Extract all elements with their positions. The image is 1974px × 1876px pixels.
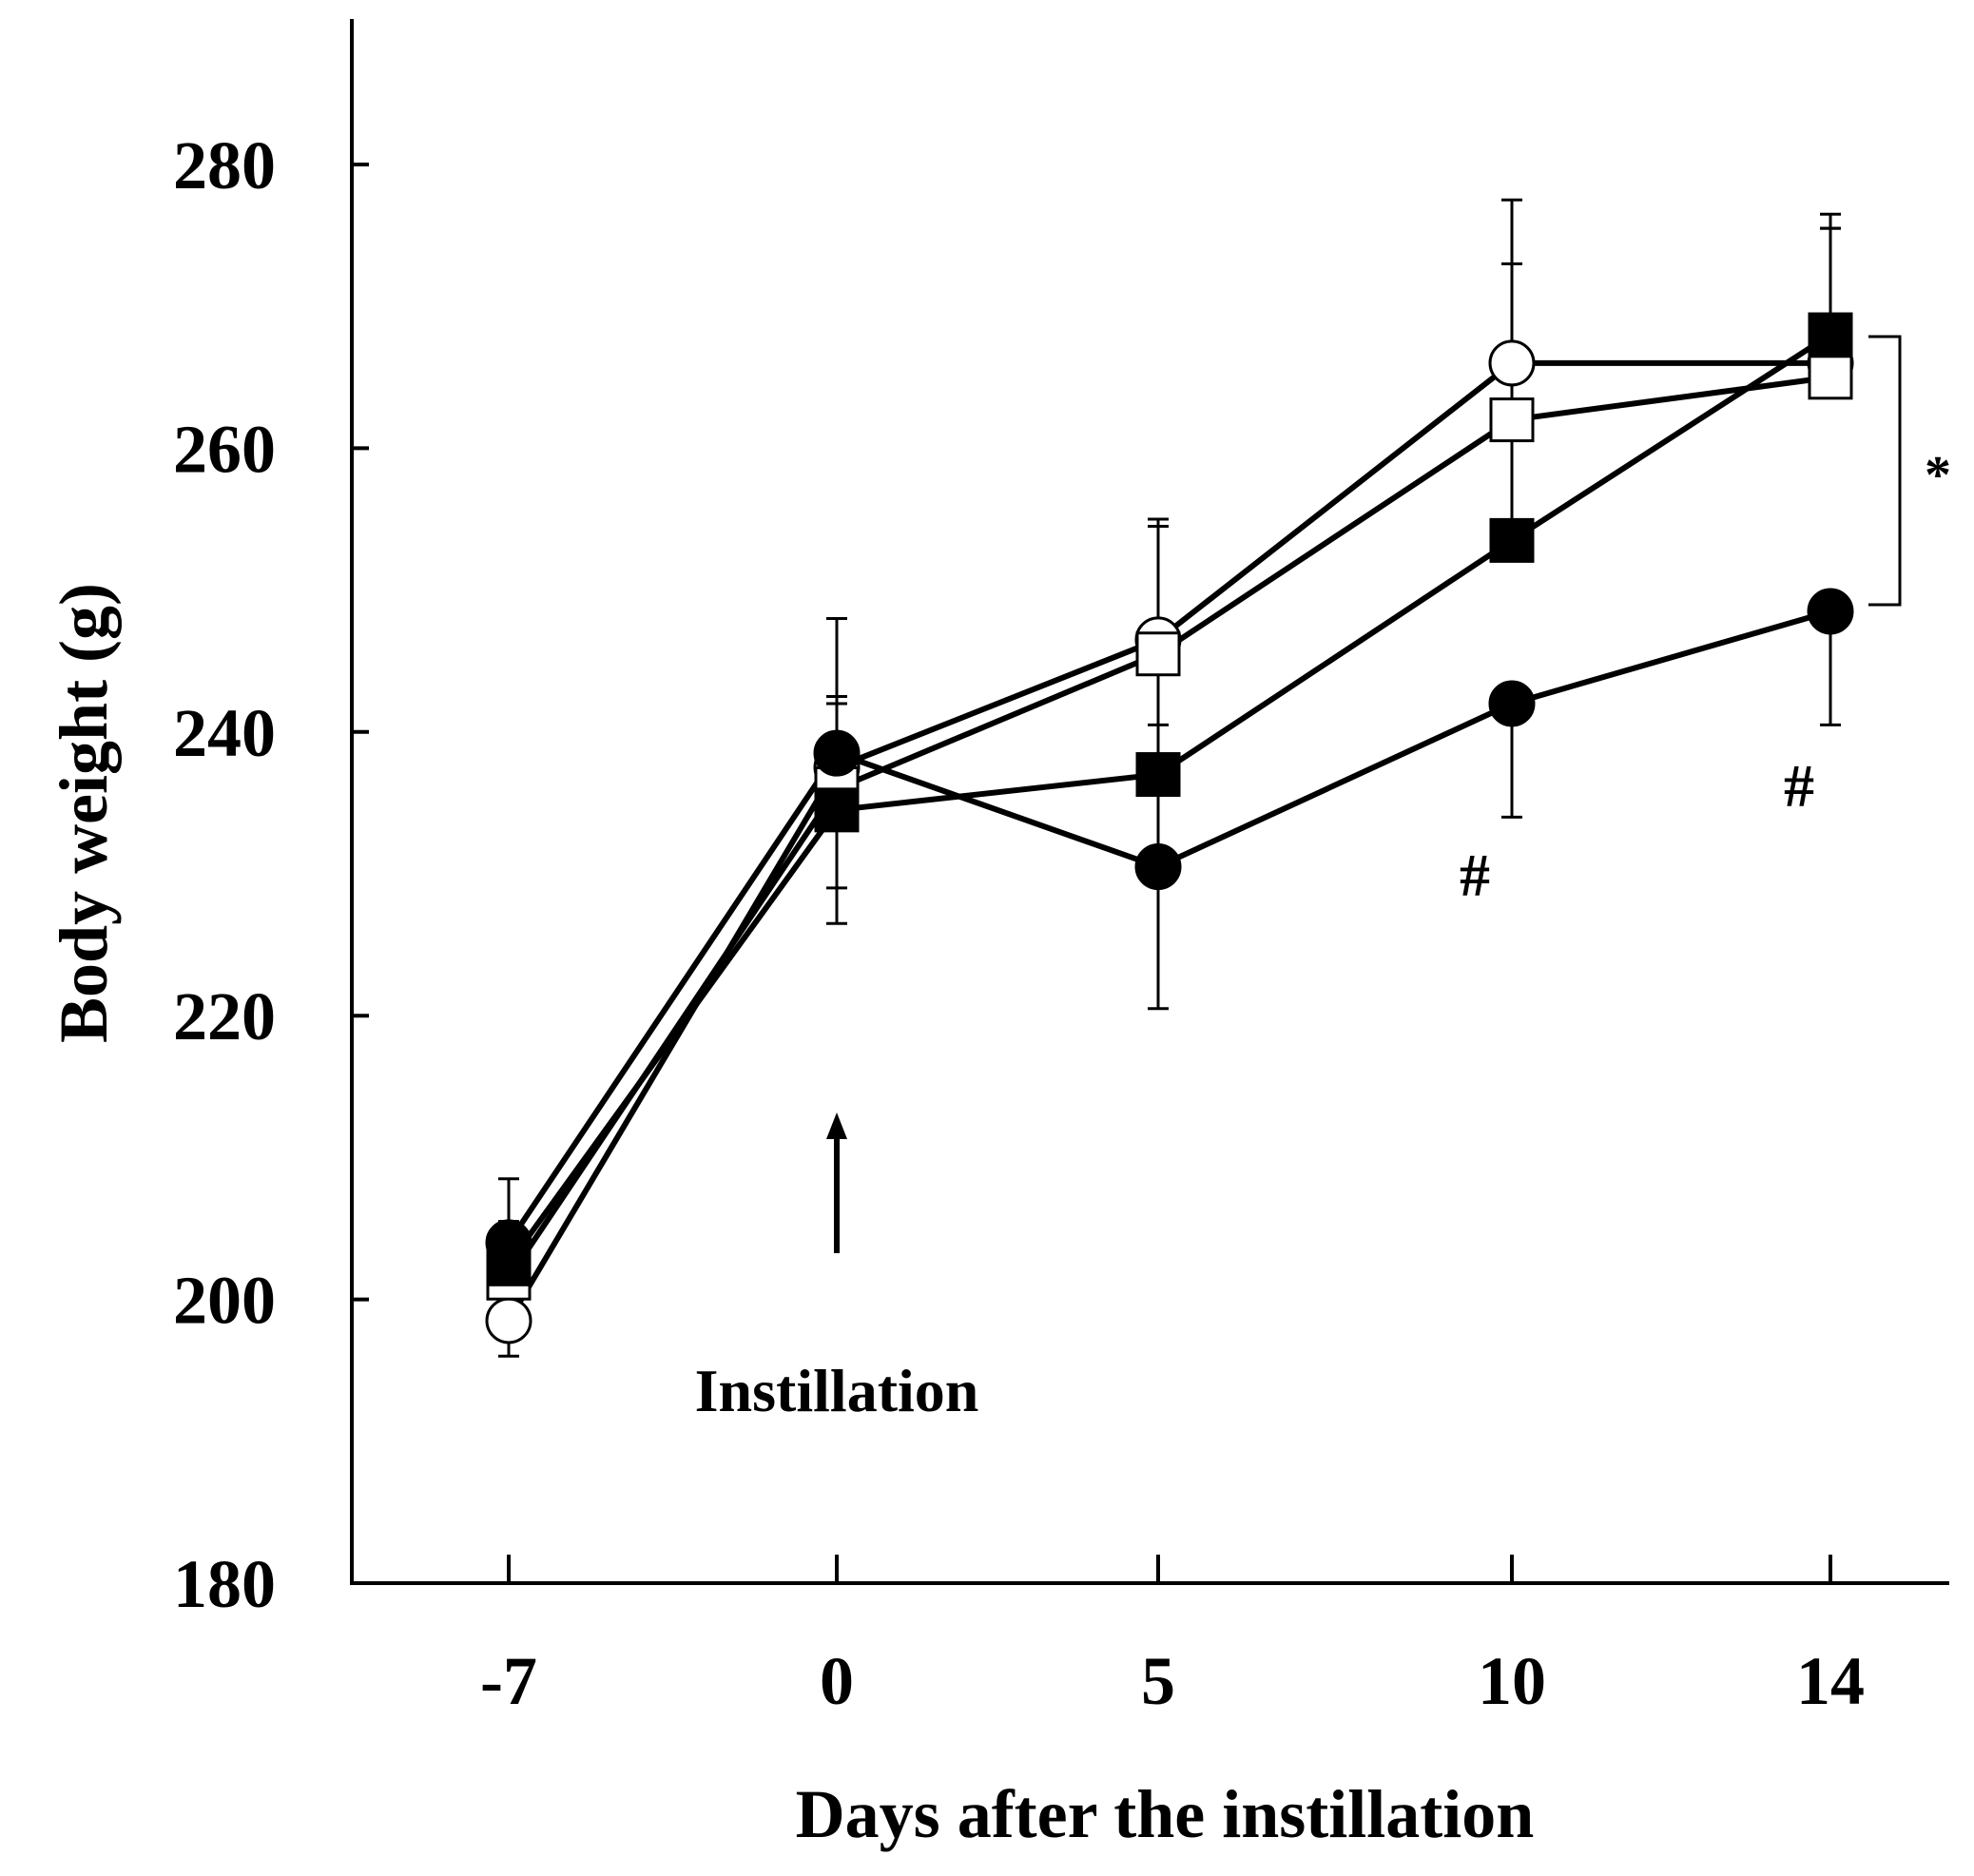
data-point-filled-circle [1488,680,1536,727]
data-point-filled-square [1135,752,1181,798]
data-point-filled-circle [1807,588,1854,635]
y-tick-label: 280 [173,127,276,203]
data-point-open-square [1135,631,1181,677]
instillation-arrow-head [826,1112,847,1139]
significance-bracket [1868,335,1902,607]
hash-mark-day14: # [1784,752,1814,820]
y-tick-label: 220 [173,978,276,1054]
series-line-filled-circle [506,609,1831,1245]
series-line-open-circle [506,359,1830,1323]
series-line-filled-square [506,332,1832,1267]
data-point-filled-circle [485,1219,532,1267]
x-axis-title: Days after the instillation [796,1776,1535,1852]
data-point-filled-square [1489,517,1535,563]
data-point-filled-square [1808,312,1853,358]
data-point-filled-square [814,787,860,833]
y-tick-label: 240 [173,695,276,771]
significance-asterisk: * [1925,446,1951,505]
x-tick-label: 14 [1796,1643,1865,1719]
data-point-open-square [1808,355,1853,400]
series-line-open-square [506,374,1831,1280]
y-tick-label: 200 [173,1263,276,1339]
data-point-open-square [1489,397,1535,443]
data-point-filled-circle [813,729,861,777]
hash-mark-day10: # [1460,841,1490,909]
y-tick-label: 260 [173,411,276,487]
instillation-label: Instillation [695,1357,979,1424]
data-point-filled-circle [1134,843,1182,891]
y-tick-label: 180 [173,1546,276,1622]
x-tick-label: -7 [480,1643,537,1719]
data-point-open-circle [1488,339,1536,387]
x-tick-label: 10 [1478,1643,1546,1719]
x-tick-label: 0 [820,1643,854,1719]
x-tick-label: 5 [1141,1643,1175,1719]
data-point-open-circle [485,1297,532,1344]
y-axis-title: Body weight (g) [46,583,122,1043]
